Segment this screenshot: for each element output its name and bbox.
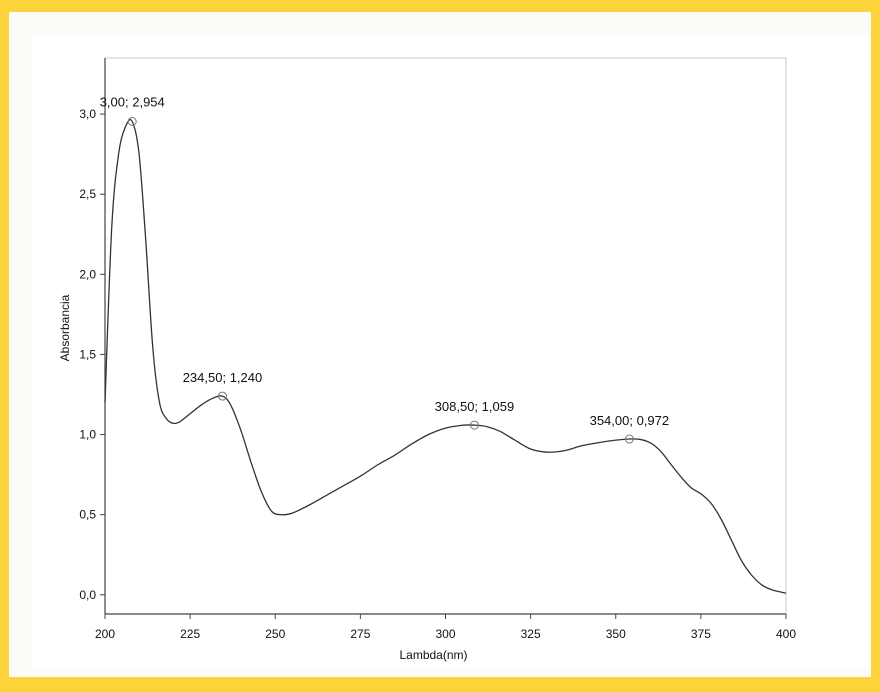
x-tick-label: 250 <box>265 627 285 641</box>
peak-label: 3,00; 2,954 <box>100 94 165 109</box>
peak-marker <box>127 116 137 126</box>
peak-annotations: 3,00; 2,954 234,50; 1,240 308,50; 1,059 354… <box>100 94 670 444</box>
chart-panel <box>33 35 871 667</box>
axes <box>104 57 787 615</box>
peak-label: 308,50; 1,059 <box>435 399 515 414</box>
peak-label: 354,00; 0,972 <box>590 413 670 428</box>
y-tick-label: 1,0 <box>79 428 96 442</box>
x-axis-ticks: 200 225 250 275 300 325 350 375 400 <box>95 614 796 641</box>
y-axis-label: Absorbancia <box>58 294 72 361</box>
peak-marker <box>469 420 479 430</box>
peak-marker <box>217 391 227 401</box>
x-tick-label: 275 <box>350 627 370 641</box>
x-tick-label: 400 <box>776 627 796 641</box>
x-axis-label: Lambda(nm) <box>399 648 467 662</box>
y-tick-label: 2,5 <box>79 187 96 201</box>
y-tick-label: 1,5 <box>79 347 96 361</box>
x-tick-label: 325 <box>521 627 541 641</box>
x-tick-label: 350 <box>606 627 626 641</box>
x-tick-label: 200 <box>95 627 115 641</box>
peak-label: 234,50; 1,240 <box>183 370 263 385</box>
y-axis-ticks: 0,0 0,5 1,0 1,5 2,0 2,5 3,0 <box>79 107 105 602</box>
peak-marker <box>624 434 634 444</box>
x-tick-label: 225 <box>180 627 200 641</box>
y-tick-label: 2,0 <box>79 267 96 281</box>
y-tick-label: 0,5 <box>79 508 96 522</box>
y-tick-label: 0,0 <box>79 588 96 602</box>
y-tick-label: 3,0 <box>79 107 96 121</box>
x-tick-label: 300 <box>435 627 455 641</box>
spectrum-line <box>104 118 787 594</box>
spectrum-curve-group <box>104 118 787 594</box>
x-tick-label: 375 <box>691 627 711 641</box>
plot-frame <box>104 57 787 615</box>
